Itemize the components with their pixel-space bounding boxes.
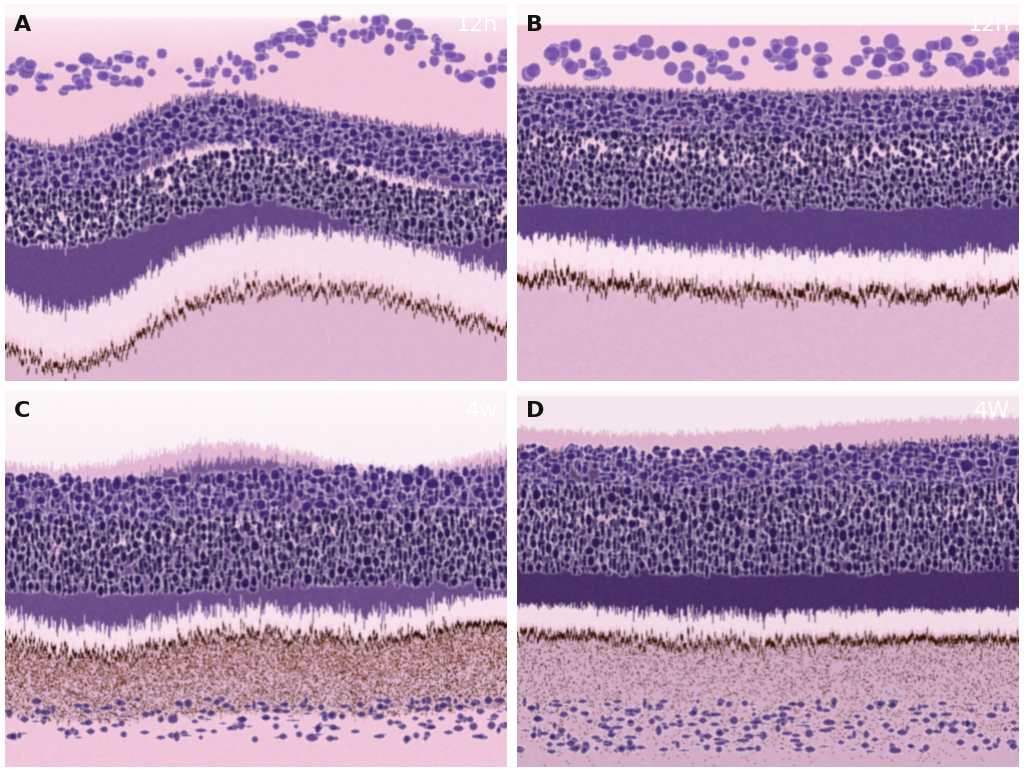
Text: B: B bbox=[526, 15, 543, 35]
Text: 12h: 12h bbox=[456, 15, 498, 35]
Text: A: A bbox=[14, 15, 32, 35]
Text: D: D bbox=[526, 402, 545, 422]
Text: 12h: 12h bbox=[968, 15, 1010, 35]
Text: C: C bbox=[14, 402, 31, 422]
Text: 4w: 4w bbox=[466, 402, 498, 422]
Text: 4W: 4W bbox=[974, 402, 1010, 422]
